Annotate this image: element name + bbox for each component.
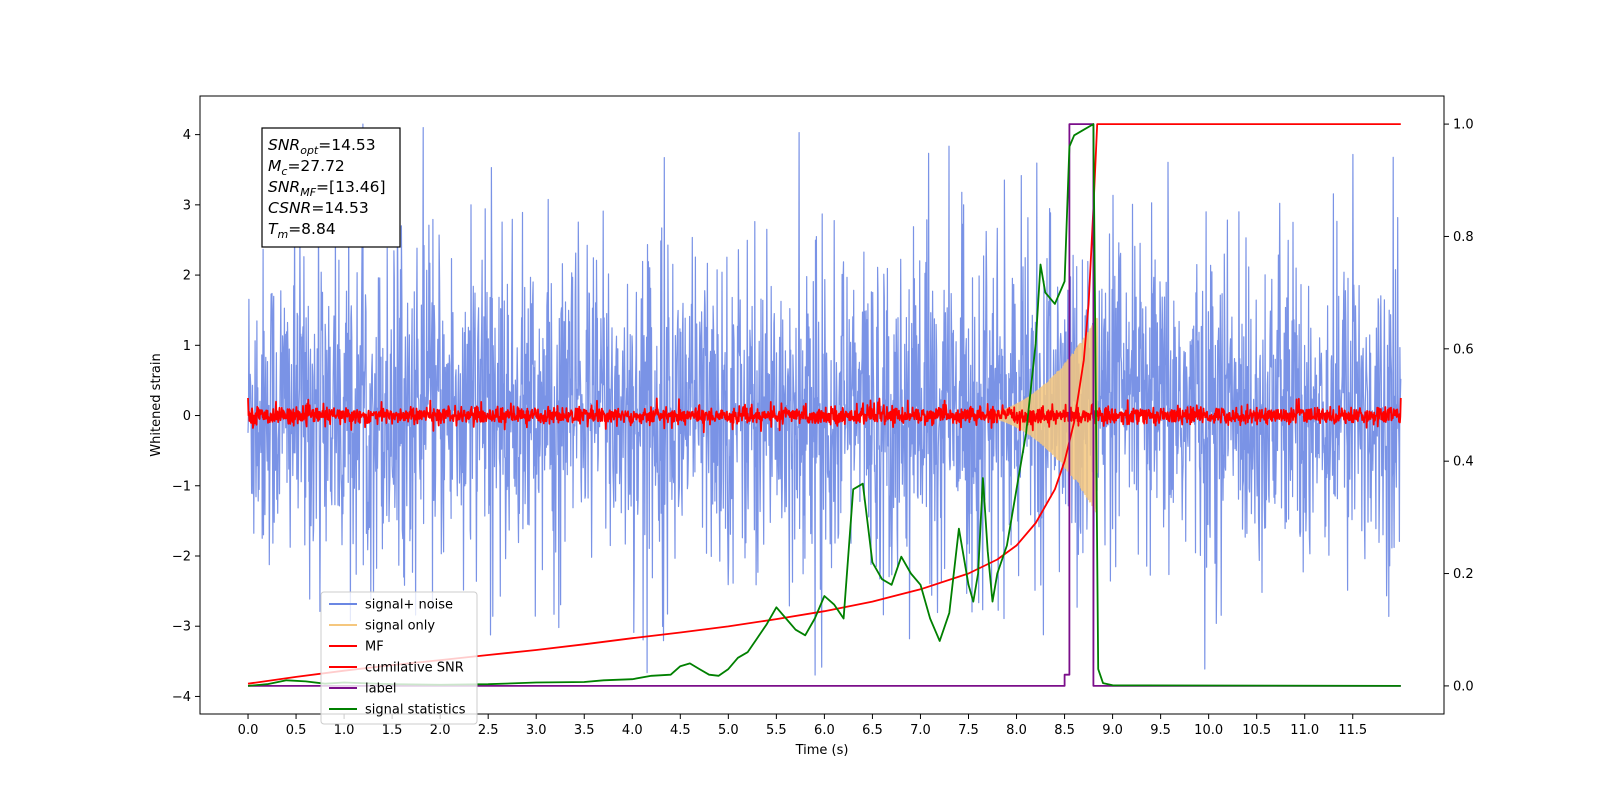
- annotation-line: Mc=27.72: [268, 157, 345, 178]
- y-axis-left: −4 −3 −2 −1 0 1 2 3 4: [172, 128, 200, 705]
- x-tick-label: 11.0: [1290, 723, 1319, 738]
- x-tick-label: 6.0: [814, 723, 835, 738]
- x-tick-label: 4.5: [670, 723, 691, 738]
- series-signal-statistics: [247, 123, 1401, 687]
- y-left-tick-label: −1: [172, 479, 191, 494]
- x-tick-label: 5.5: [766, 723, 787, 738]
- y-right-tick-label: 0.2: [1453, 567, 1474, 582]
- x-tick-label: 8.5: [1054, 723, 1075, 738]
- x-tick-label: 2.0: [430, 723, 451, 738]
- x-tick-label: 0.0: [238, 723, 259, 738]
- x-tick-label: 4.0: [622, 723, 643, 738]
- y-left-tick-label: −3: [172, 620, 191, 635]
- y-right-tick-label: 0.0: [1453, 679, 1474, 694]
- legend-label: signal only: [365, 619, 435, 634]
- x-tick-label: 5.0: [718, 723, 739, 738]
- y-right-tick-label: 1.0: [1453, 118, 1474, 133]
- x-tick-label: 2.5: [478, 723, 499, 738]
- y-axis-right: 0.0 0.2 0.4 0.6 0.8 1.0: [1444, 118, 1474, 694]
- y-left-tick-label: 4: [183, 128, 191, 143]
- x-tick-label: 1.0: [334, 723, 355, 738]
- x-tick-label: 9.0: [1102, 723, 1123, 738]
- legend-label: MF: [365, 640, 384, 655]
- x-tick-label: 1.5: [382, 723, 403, 738]
- y-right-tick-label: 0.6: [1453, 342, 1474, 357]
- x-axis-label: Time (s): [795, 743, 849, 758]
- y-left-tick-label: 0: [183, 409, 191, 424]
- series-mf: [247, 397, 1402, 434]
- series-signal-noise: [247, 123, 1402, 676]
- x-tick-label: 7.0: [910, 723, 931, 738]
- x-tick-label: 9.5: [1150, 723, 1171, 738]
- y-left-tick-label: 1: [183, 339, 191, 354]
- y-left-tick-label: −4: [172, 690, 191, 705]
- annotation-line: SNRMF=[13.46]: [268, 178, 386, 199]
- annotation-line: Tm=8.84: [268, 220, 336, 241]
- x-tick-label: 3.5: [574, 723, 595, 738]
- x-tick-label: 7.5: [958, 723, 979, 738]
- y-right-tick-label: 0.8: [1453, 230, 1474, 245]
- legend-label: signal+ noise: [365, 598, 453, 613]
- series-label: [248, 123, 1401, 687]
- y-axis-left-label: Whitened strain: [149, 353, 164, 456]
- x-tick-label: 10.5: [1242, 723, 1271, 738]
- annotation-frame: [261, 127, 401, 248]
- x-tick-label: 10.0: [1194, 723, 1223, 738]
- x-tick-label: 3.0: [526, 723, 547, 738]
- y-left-tick-label: 3: [183, 198, 191, 213]
- annotation-line: CSNR=14.53: [268, 199, 369, 217]
- x-axis: 0.0 0.5 1.0 1.5 2.0 2.5 3.0 3.5 4.0 4.5 5.0 5.5 6.0 6…: [238, 714, 1367, 738]
- annotation-box: SNRopt=14.53Mc=27.72SNRMF=[13.46]CSNR=14…: [261, 127, 401, 248]
- legend-label: signal statistics: [365, 703, 466, 718]
- y-left-tick-label: 2: [183, 269, 191, 284]
- x-tick-label: 8.0: [1006, 723, 1027, 738]
- legend-frame: [320, 591, 478, 725]
- annotation-line: SNRopt=14.53: [268, 136, 376, 157]
- plot-frame: [199, 95, 1445, 715]
- x-tick-label: 11.5: [1338, 723, 1367, 738]
- legend-label: cumilative SNR: [365, 661, 464, 676]
- y-right-tick-label: 0.4: [1453, 455, 1474, 470]
- y-left-tick-label: −2: [172, 549, 191, 564]
- legend: signal+ noise signal only MF cumilative SNR…: [320, 591, 478, 725]
- x-tick-label: 0.5: [286, 723, 307, 738]
- x-tick-label: 6.5: [862, 723, 883, 738]
- legend-label: label: [365, 682, 396, 697]
